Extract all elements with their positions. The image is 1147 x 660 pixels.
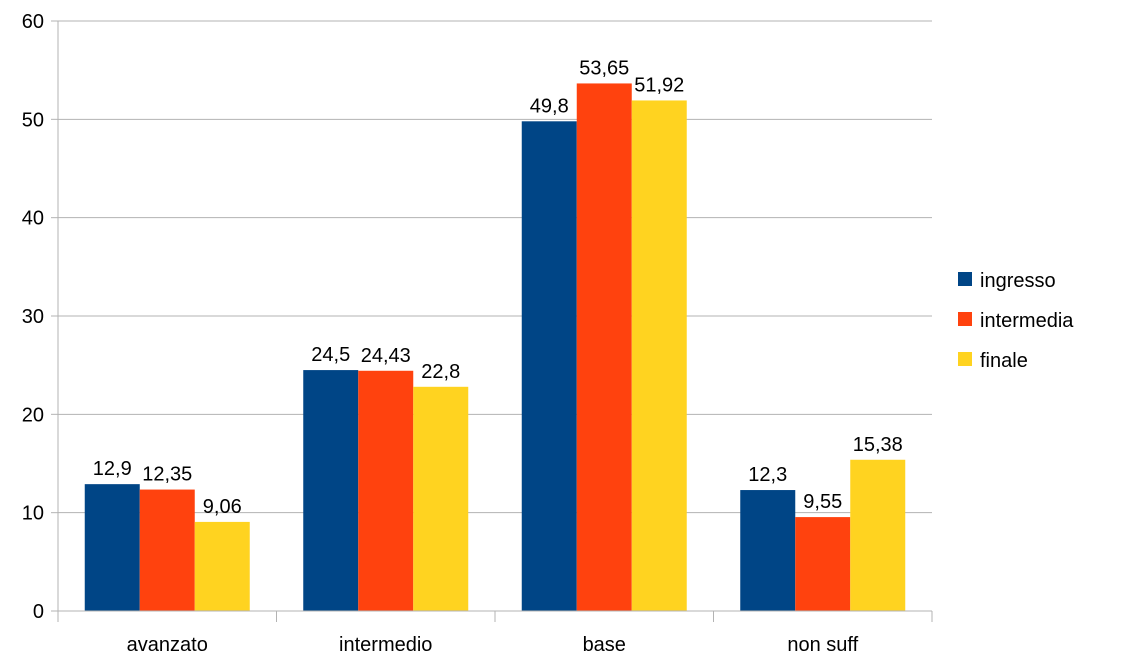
- bar-ingresso-2: [521, 121, 577, 612]
- legend-swatch-intermedia: [958, 312, 972, 326]
- bar-ingresso-3: [740, 490, 796, 611]
- bar-finale-1: [413, 386, 469, 611]
- legend-swatch-finale: [958, 352, 972, 366]
- x-category-label: intermedio: [339, 634, 432, 656]
- data-label: 24,43: [361, 345, 411, 367]
- data-label: 12,9: [93, 458, 132, 480]
- bar-finale-2: [631, 100, 687, 611]
- y-tick-label: 10: [22, 503, 44, 525]
- data-labels-layer: 12,9 12,35 9,06 24,5 24,43 22,8 49,8 53,6551,92…: [93, 57, 903, 517]
- x-category-label: avanzato: [127, 634, 208, 656]
- y-tick-label: 0: [33, 601, 44, 623]
- legend-label: intermedia: [980, 310, 1074, 332]
- data-label: 53,65: [579, 57, 629, 79]
- data-label: 49,8: [530, 95, 569, 117]
- y-tick-label: 20: [22, 404, 44, 426]
- bar-intermedia-1: [358, 370, 414, 611]
- legend-swatch-ingresso: [958, 272, 972, 286]
- bar-finale-3: [850, 459, 906, 611]
- data-label: 51,92: [634, 74, 684, 96]
- bar-intermedia-2: [576, 83, 632, 612]
- legend: ingresso intermedia finale: [958, 270, 1074, 372]
- data-label: 9,06: [203, 496, 242, 518]
- bar-ingresso-1: [303, 370, 359, 611]
- data-label: 15,38: [853, 434, 903, 456]
- bar-intermedia-3: [795, 517, 851, 611]
- bar-finale-0: [194, 521, 250, 611]
- legend-label: ingresso: [980, 270, 1056, 292]
- legend-label: finale: [980, 350, 1028, 372]
- data-label: 24,5: [311, 344, 350, 366]
- x-category-label: non suff: [787, 634, 858, 656]
- x-category-label: base: [583, 634, 626, 656]
- y-tick-label: 40: [22, 208, 44, 230]
- grid-layer: [58, 20, 932, 612]
- data-label: 12,3: [748, 464, 787, 486]
- data-label: 12,35: [142, 464, 192, 486]
- data-label: 22,8: [421, 361, 460, 383]
- data-label: 9,55: [803, 491, 842, 513]
- y-tick-label: 50: [22, 109, 44, 131]
- bar-ingresso-0: [84, 484, 140, 611]
- y-tick-label: 30: [22, 306, 44, 328]
- bar-intermedia-0: [139, 489, 195, 611]
- bars-layer: [84, 83, 906, 612]
- axis-layer: 0 10 20 30 40 50 60 avanzato intermedio base non s…: [22, 11, 933, 656]
- y-tick-label: 60: [22, 11, 44, 33]
